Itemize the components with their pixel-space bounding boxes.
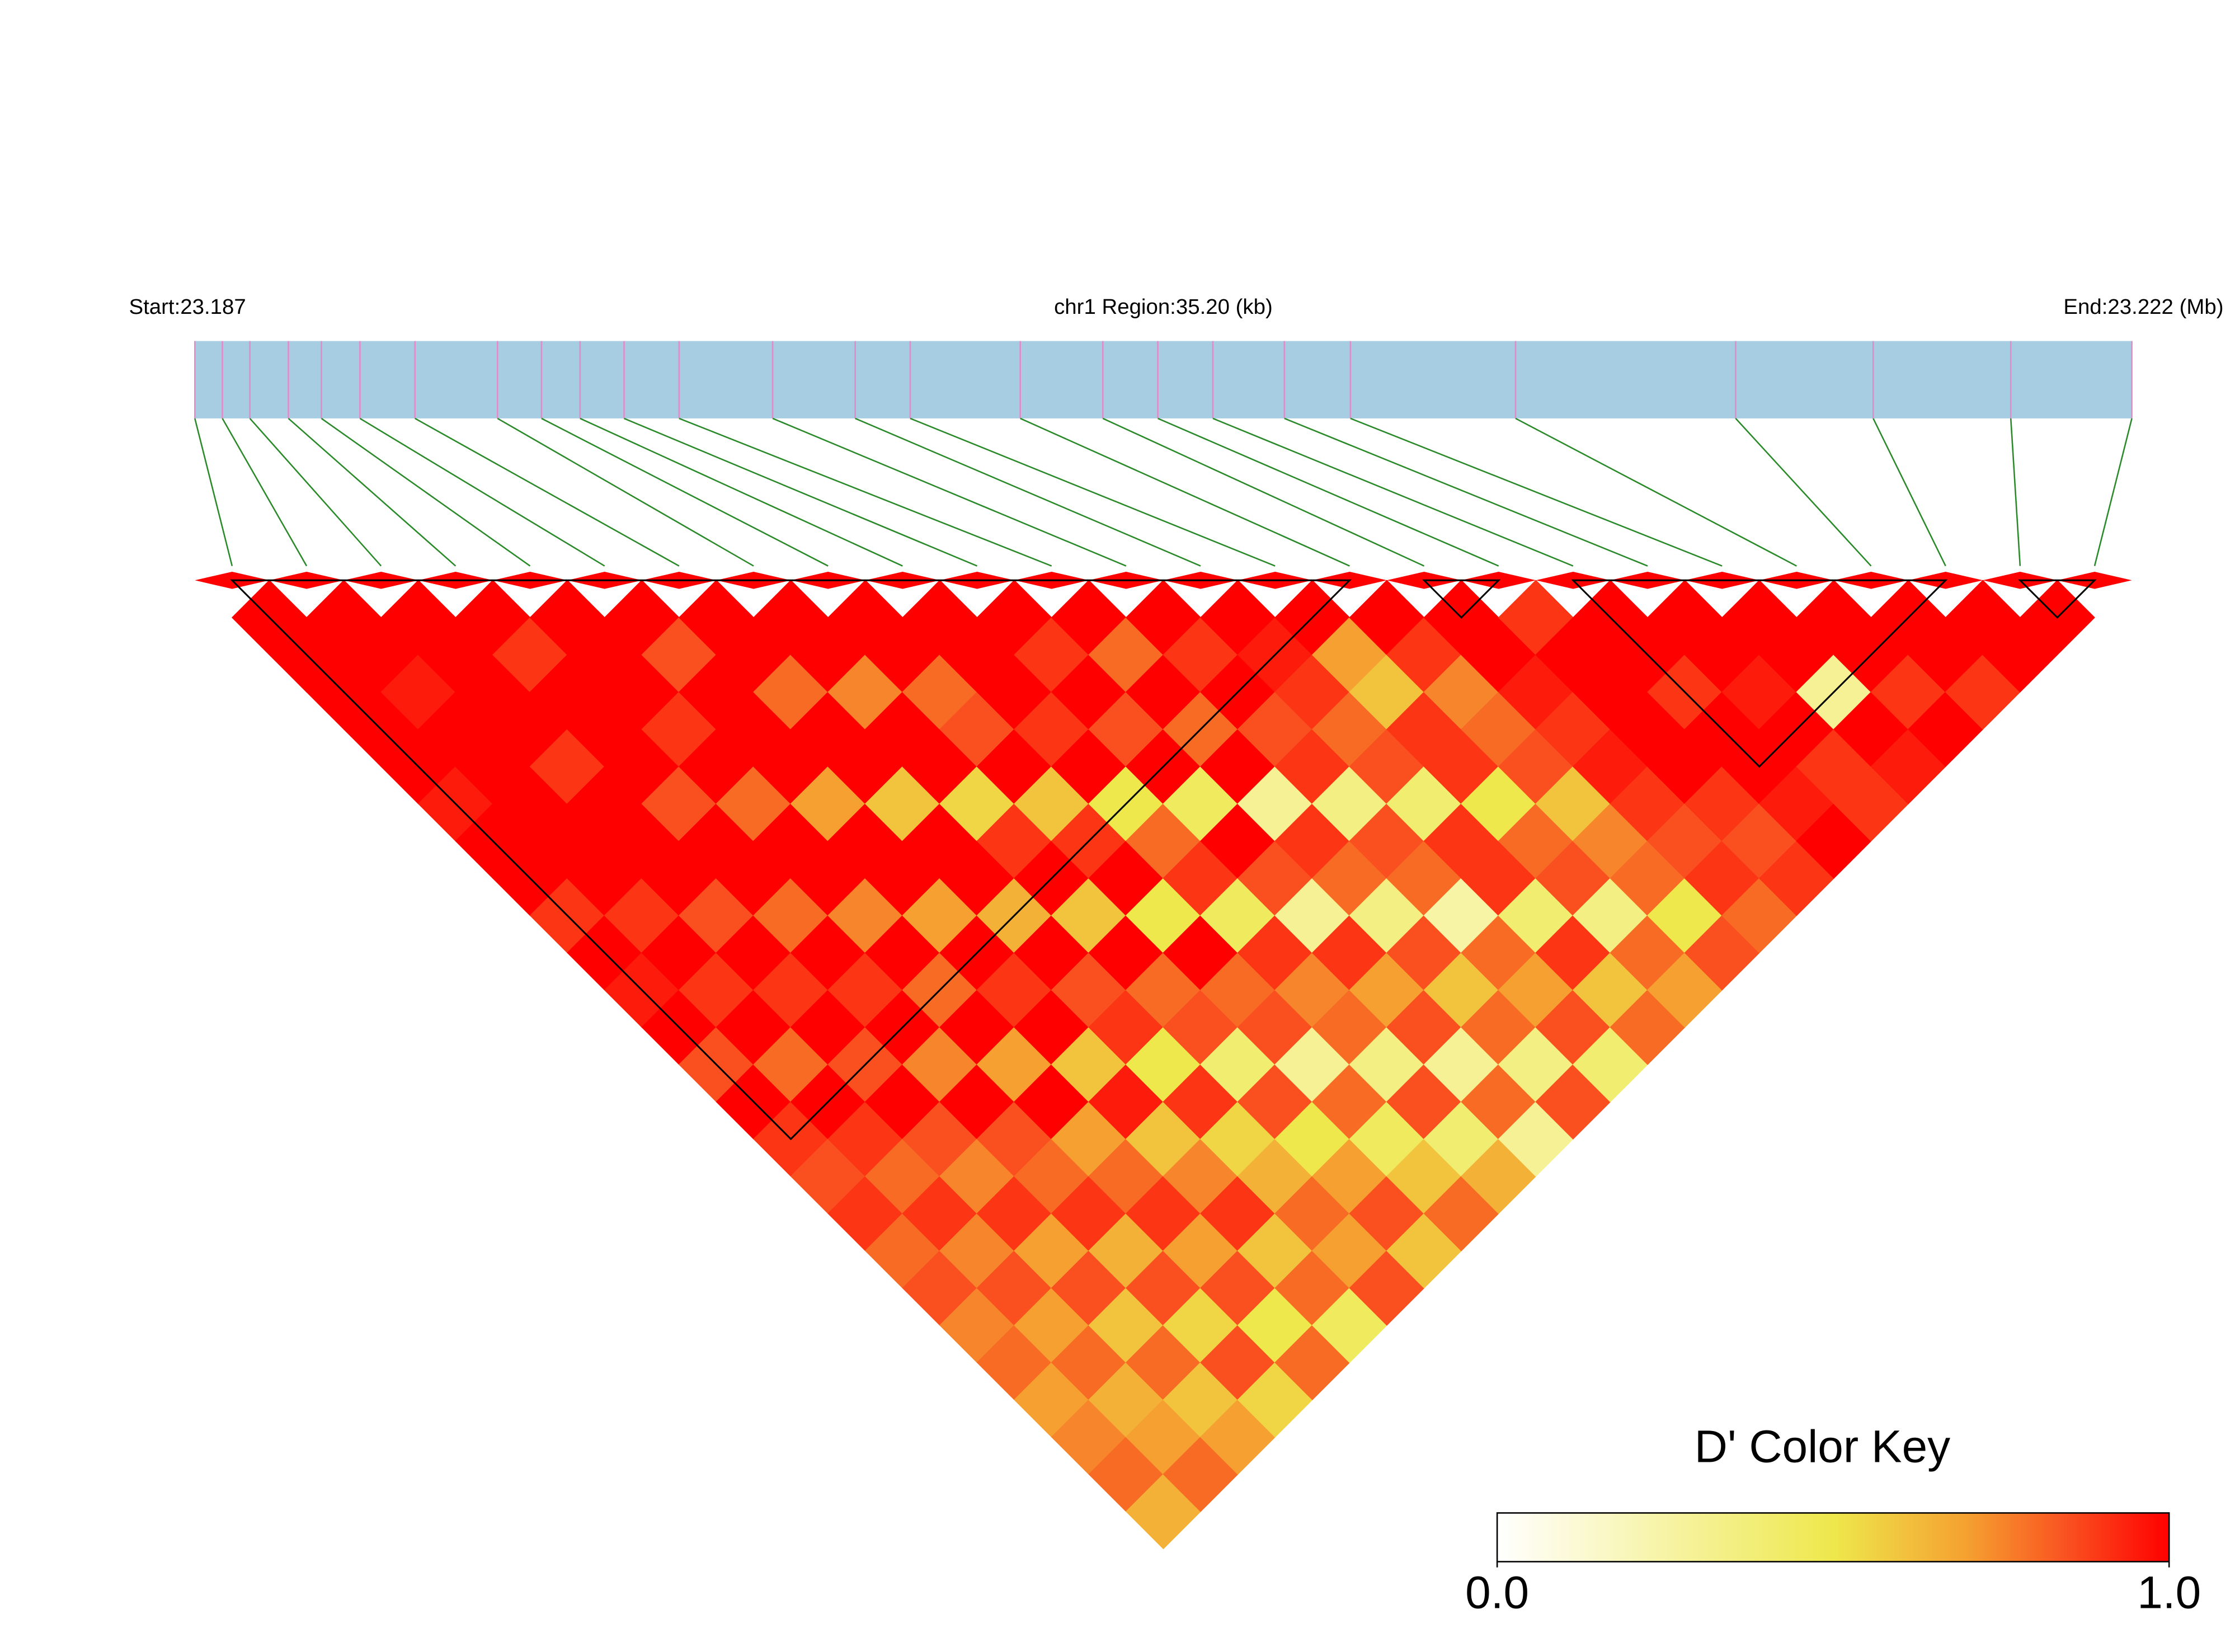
snp-connector: [222, 418, 308, 567]
region-bar: [195, 341, 2132, 418]
haplotype-block: [1422, 579, 1501, 619]
snp-connector: [541, 417, 829, 567]
snp-connector: [624, 417, 978, 567]
end-label: End:23.222 (Mb): [2063, 295, 2223, 319]
snp-connector: [679, 417, 1052, 567]
color-key: [1496, 1512, 2170, 1562]
snp-connector: [910, 417, 1276, 567]
snp-connector: [194, 418, 233, 567]
snp-connector: [359, 417, 605, 567]
start-label: Start:23.187: [129, 295, 246, 319]
key-tick-label: 1.0: [2137, 1568, 2201, 1618]
snp-connector: [1350, 417, 1723, 567]
key-title: D' Color Key: [1695, 1421, 1950, 1472]
snp-connector: [497, 417, 754, 567]
snp-connector: [1515, 417, 1797, 567]
snp-connector: [1872, 418, 1946, 567]
snp-connector: [249, 418, 382, 567]
snp-connector: [2093, 418, 2133, 567]
snp-connector: [2010, 418, 2021, 566]
key-tick-label: 0.0: [1465, 1568, 1529, 1618]
snp-connector: [1020, 417, 1350, 567]
snp-connector: [580, 417, 903, 567]
snp-connector: [855, 417, 1201, 567]
snp-connector: [1735, 418, 1872, 567]
haplotype-block: [2018, 579, 2097, 619]
haplotype-block: [1571, 579, 1948, 768]
snp-connector: [415, 417, 680, 567]
snp-connector: [288, 417, 457, 567]
snp-connector: [1284, 417, 1648, 567]
haplotype-block: [230, 579, 1352, 1141]
snp-connector: [1158, 417, 1499, 567]
region-label: chr1 Region:35.20 (kb): [1054, 295, 1273, 319]
snp-connector: [1102, 417, 1425, 567]
snp-connector: [1212, 417, 1574, 567]
snp-connector: [321, 417, 531, 567]
snp-connector: [772, 417, 1127, 567]
